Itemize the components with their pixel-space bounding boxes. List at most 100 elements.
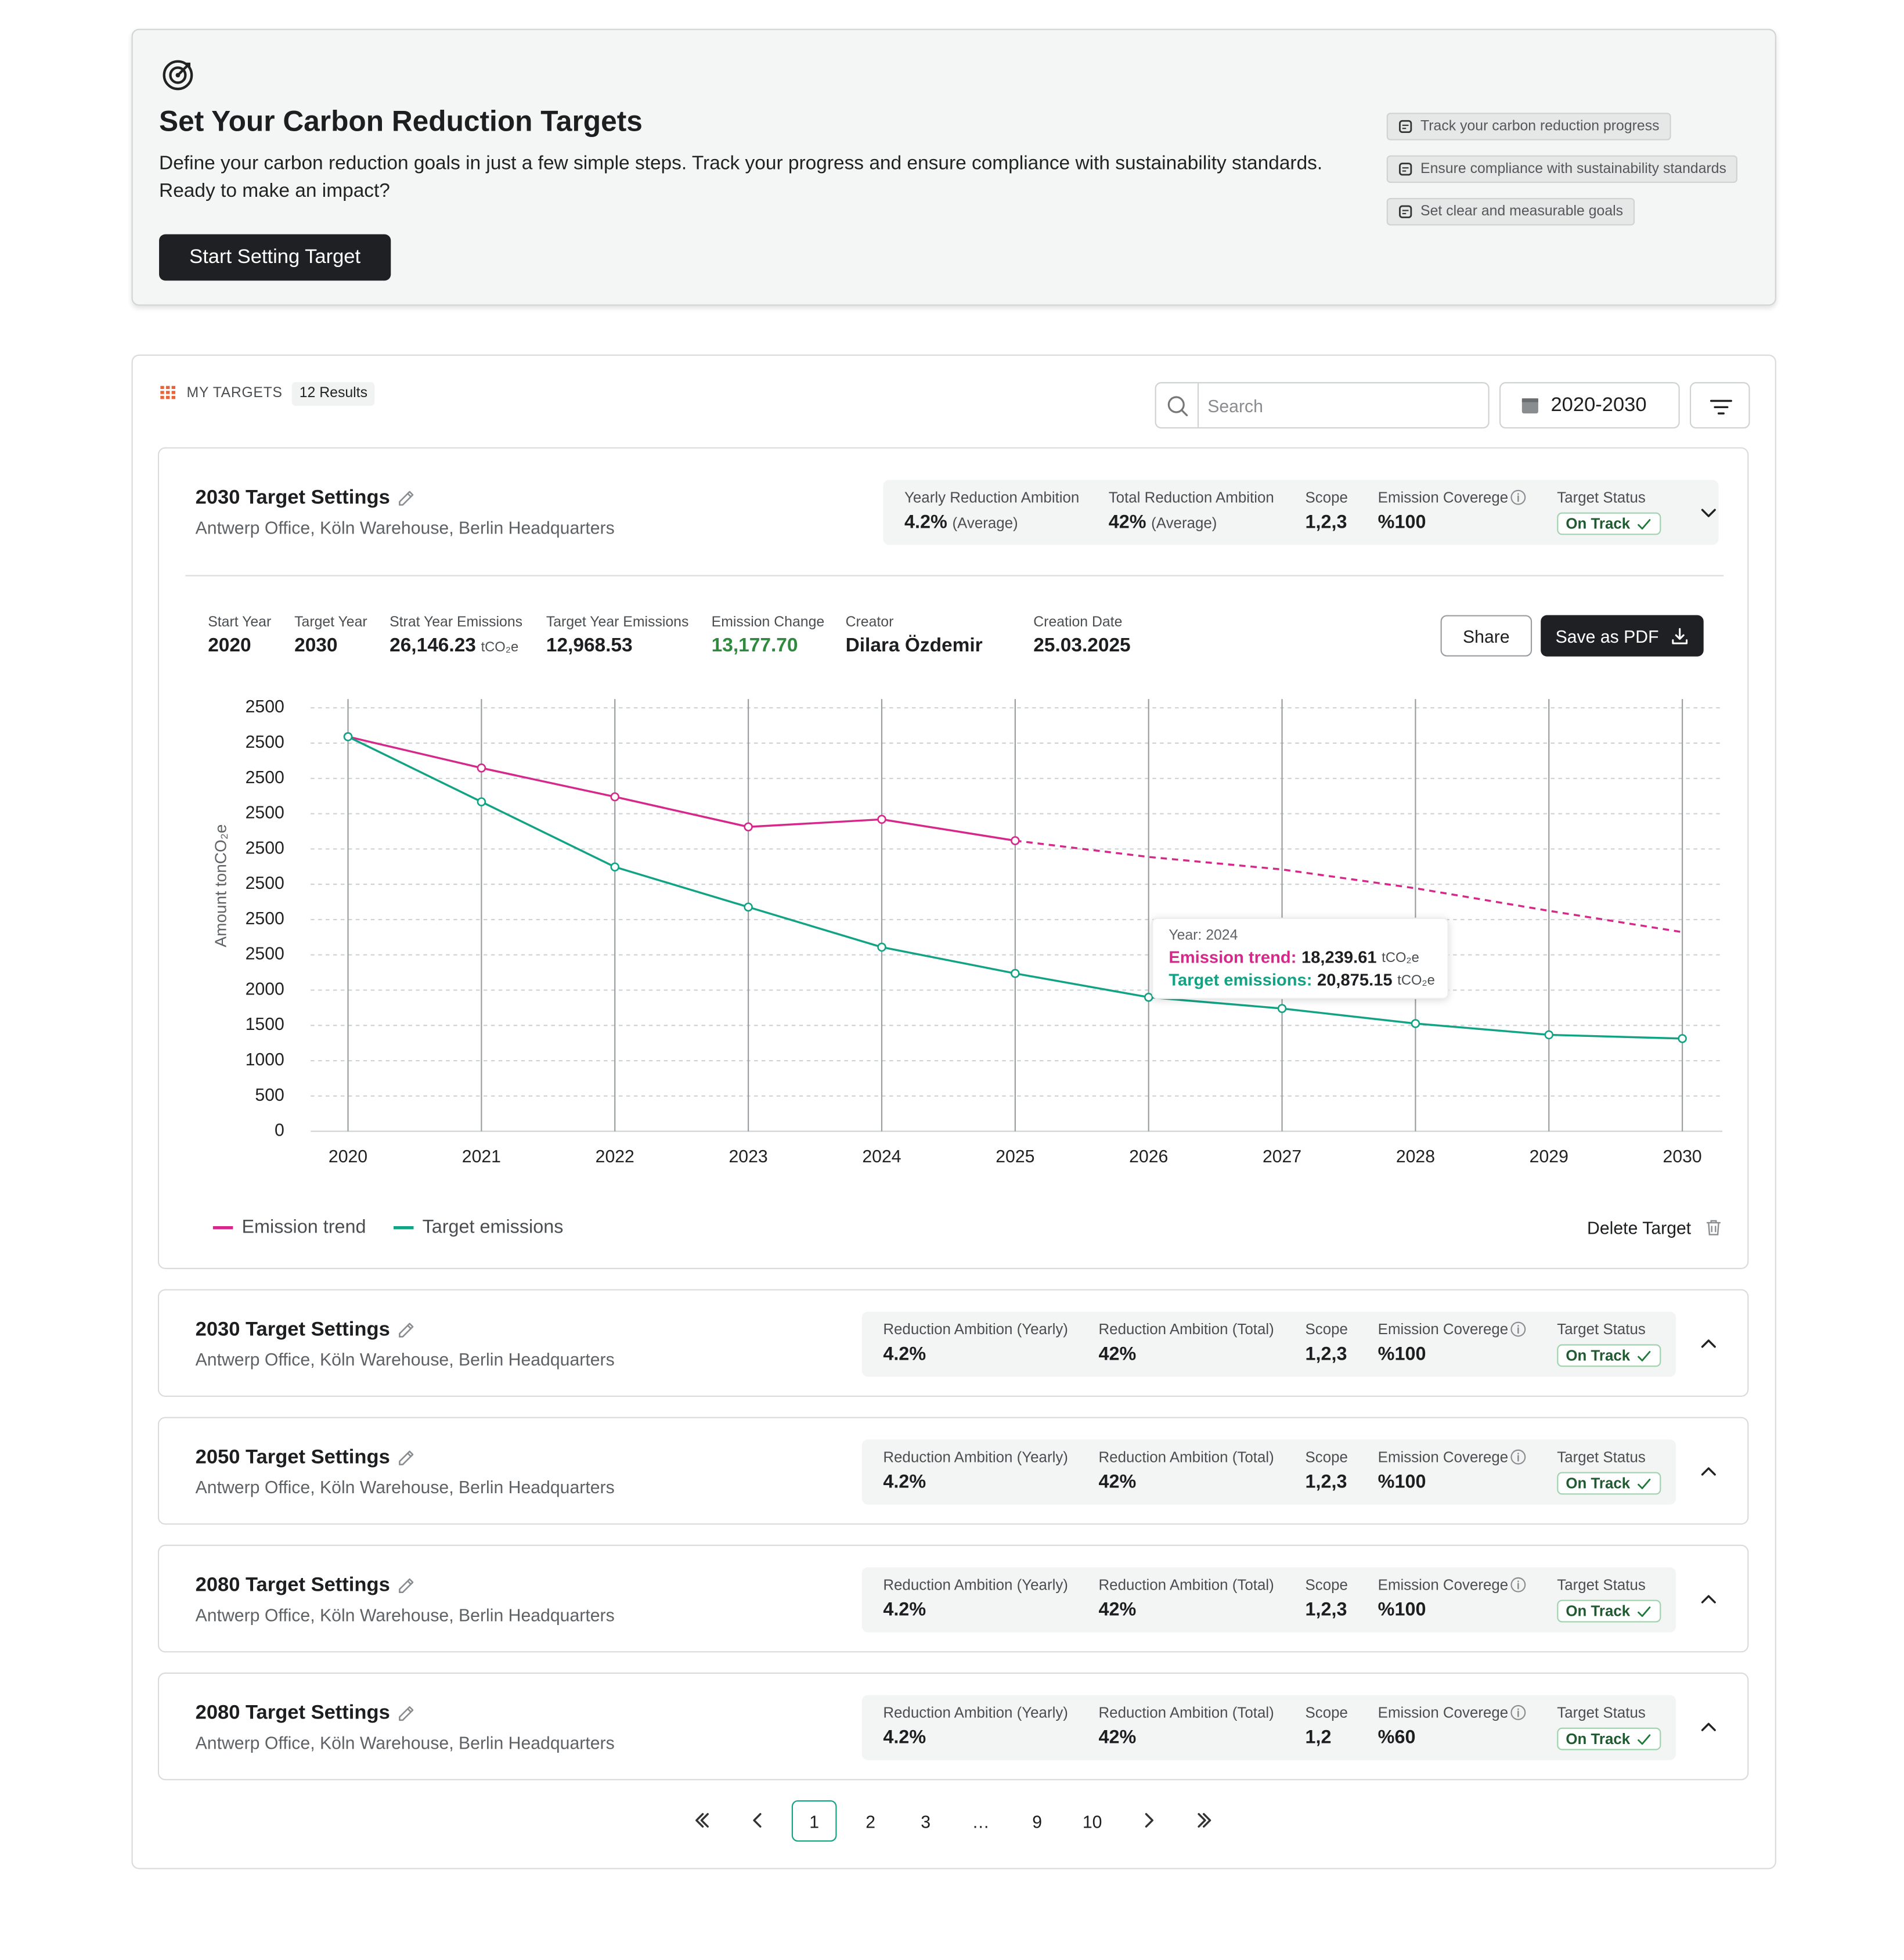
metric-label: Scope (1305, 1448, 1348, 1466)
metric-value: 4.2% (Average) (904, 511, 1018, 534)
previous-page[interactable] (748, 1810, 768, 1831)
expand-chevron[interactable] (1699, 1590, 1719, 1610)
search-icon (1167, 396, 1188, 416)
results-count: 12 Results (291, 382, 375, 406)
icon-part (1402, 167, 1409, 172)
status-text: On Track (1566, 1602, 1631, 1620)
icon-part (1701, 1339, 1716, 1348)
detail-label: Start Year (208, 615, 272, 630)
expand-chevron[interactable] (1699, 1717, 1719, 1738)
metric-value: %100 (1377, 1343, 1426, 1365)
icon-part (399, 1578, 414, 1593)
icon-part (399, 1323, 414, 1338)
feature-chip: Track your carbon reduction progress (1386, 113, 1671, 140)
feature-text: Ensure compliance with sustainability st… (1420, 161, 1726, 177)
last-page[interactable] (1195, 1810, 1216, 1831)
icon-part (160, 385, 164, 390)
metric-label: Reduction Ambition (Total) (1098, 1320, 1274, 1338)
divider (185, 575, 1724, 577)
status-chip: On Track (1557, 1344, 1662, 1367)
metric-value: 42% (1098, 1343, 1137, 1365)
detail-unit: tCO₂e (481, 640, 519, 655)
feature-icon (1399, 163, 1412, 176)
page-label: … (972, 1811, 990, 1831)
page-button[interactable]: 2 (848, 1800, 893, 1842)
metric-label: Reduction Ambition (Yearly) (883, 1320, 1068, 1338)
page-button[interactable]: 1 (791, 1800, 837, 1842)
search-divider (1197, 383, 1199, 427)
target-card-expanded: 2030 Target Settings Antwerp Office, Köln… (157, 447, 1749, 1269)
metrics-box: Yearly Reduction Ambition 4.2% (Average) To… (883, 480, 1719, 545)
trash-icon[interactable] (1705, 1219, 1722, 1237)
edit-icon[interactable] (396, 1449, 416, 1469)
feature-chip: Ensure compliance with sustainability st… (1386, 155, 1738, 183)
icon-part (169, 66, 187, 84)
icon-part (1710, 399, 1732, 415)
edit-icon[interactable] (396, 489, 416, 509)
delete-target[interactable]: Delete Target (1587, 1217, 1692, 1238)
date-range-picker[interactable]: 2020-2030 (1499, 382, 1680, 429)
page-button[interactable]: 10 (1070, 1800, 1115, 1842)
search-box[interactable]: Search (1155, 382, 1490, 429)
status-text: On Track (1566, 1474, 1631, 1493)
status-label: Target Status (1557, 1320, 1646, 1338)
metrics-box: Reduction Ambition (Yearly) 4.2% Reduction… (861, 1439, 1676, 1505)
banner-title: Set Your Carbon Reduction Targets (159, 105, 643, 138)
card-title: 2030 Target Settings (195, 487, 390, 509)
icon-part (160, 391, 164, 394)
status-chip: On Track (1557, 1599, 1662, 1623)
metric-label: Reduction Ambition (Total) (1098, 1576, 1274, 1594)
detail-value: 2030 (294, 635, 338, 657)
calendar-icon (1521, 398, 1538, 414)
share-button[interactable]: Share (1440, 615, 1532, 657)
icon-part (1399, 205, 1412, 218)
target-card: 2050 Target Settings Antwerp Office, Köln… (157, 1417, 1749, 1525)
icon-part (1701, 509, 1716, 517)
edit-icon[interactable] (396, 1576, 416, 1597)
expand-chevron[interactable] (1699, 1462, 1719, 1482)
card-title: 2030 Target Settings (195, 1319, 390, 1341)
page-button[interactable]: 9 (1015, 1800, 1060, 1842)
icon-part (399, 491, 414, 506)
icon-part (171, 385, 176, 390)
detail-value: 26,146.23 tCO₂e (390, 635, 519, 657)
edit-icon[interactable] (396, 1704, 416, 1724)
check-icon (1638, 1606, 1651, 1617)
target-icon (163, 60, 193, 91)
save-pdf-button[interactable]: Save as PDF (1541, 615, 1704, 657)
metric-label: Reduction Ambition (Yearly) (883, 1576, 1068, 1594)
first-page[interactable] (691, 1810, 712, 1831)
info-icon (1510, 1321, 1526, 1337)
metric-value: 4.2% (883, 1471, 926, 1493)
start-button[interactable]: Start Setting Target (159, 234, 391, 281)
page-button[interactable]: … (958, 1800, 1004, 1842)
page-button[interactable]: 3 (903, 1800, 949, 1842)
collapse-chevron[interactable] (1699, 502, 1719, 523)
icon-part (399, 1450, 414, 1465)
detail-label: Target Year Emissions (546, 615, 689, 630)
next-page[interactable] (1139, 1810, 1159, 1831)
info-icon (1510, 1577, 1526, 1593)
card-title: 2050 Target Settings (195, 1447, 390, 1469)
expand-chevron[interactable] (1699, 1334, 1719, 1354)
card-title: 2080 Target Settings (195, 1702, 390, 1724)
check-icon (1638, 1479, 1651, 1489)
metric-label: Reduction Ambition (Yearly) (883, 1703, 1068, 1721)
filter-button[interactable] (1690, 382, 1750, 429)
metric-value: 1,2,3 (1305, 1599, 1347, 1621)
metric-value: 42% (1098, 1599, 1137, 1621)
metric-value: 1,2,3 (1305, 511, 1347, 534)
icon-part (1402, 124, 1409, 129)
metric-label: Yearly Reduction Ambition (904, 488, 1080, 506)
metrics-box: Reduction Ambition (Yearly) 4.2% Reduction… (861, 1695, 1676, 1760)
metric-label: Emission Coverege (1377, 1576, 1509, 1594)
icon-part (1510, 489, 1526, 505)
metric-label: Emission Coverege (1377, 1703, 1509, 1721)
metric-label: Reduction Ambition (Total) (1098, 1448, 1274, 1466)
feature-text: Track your carbon reduction progress (1420, 119, 1660, 134)
edit-icon[interactable] (396, 1320, 416, 1341)
banner-description: Define your carbon reduction goals in ju… (159, 153, 1323, 202)
icon-part (1402, 210, 1409, 215)
metric-label: Total Reduction Ambition (1108, 488, 1274, 506)
feature-icon (1399, 205, 1412, 218)
